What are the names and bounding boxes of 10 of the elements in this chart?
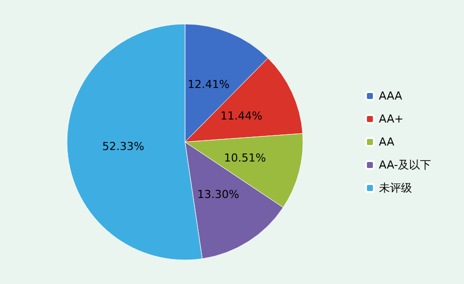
legend-label: AA+ (378, 112, 404, 126)
legend-label: AA-及以下 (378, 158, 432, 172)
legend-label: 未评级 (378, 182, 412, 194)
data-label: 11.44% (220, 110, 262, 123)
data-label: 10.51% (224, 151, 266, 164)
data-label: 13.30% (197, 188, 240, 201)
legend-label: AA (378, 136, 395, 148)
legend-label: AAA (378, 90, 403, 102)
data-label: 12.41% (188, 78, 230, 92)
data-label: 52.33% (102, 140, 144, 154)
